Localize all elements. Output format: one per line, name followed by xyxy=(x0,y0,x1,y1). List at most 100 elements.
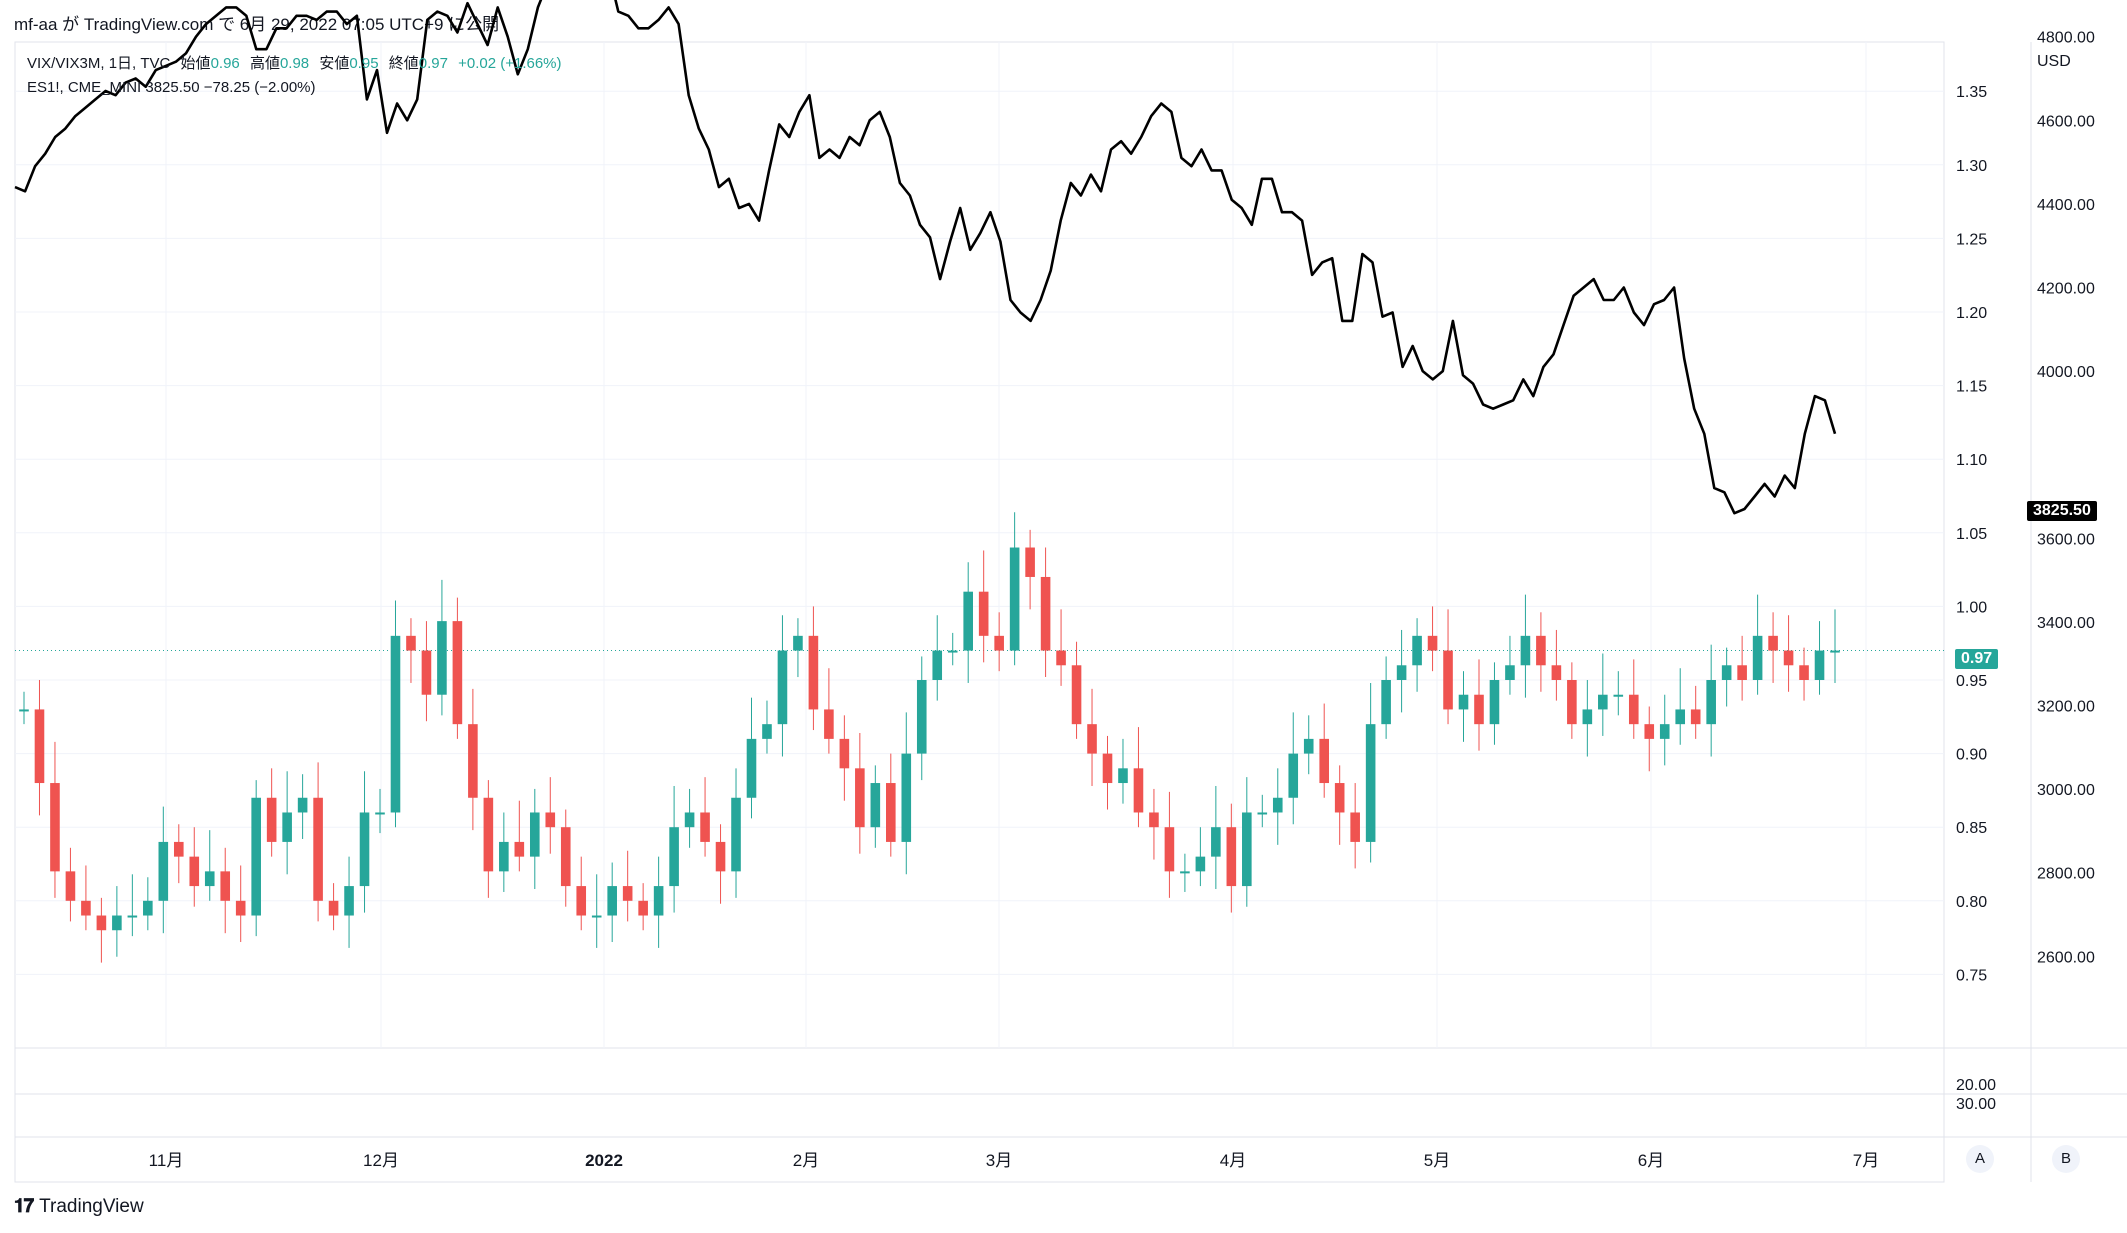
usd-tick-label: 2800.00 xyxy=(2037,866,2095,883)
candle-body xyxy=(297,797,308,813)
usd-tick-label: 3000.00 xyxy=(2037,782,2095,799)
candle-body xyxy=(19,709,29,712)
ratio-tick-label: 1.00 xyxy=(1956,599,1987,616)
legend-high-value: 0.98 xyxy=(279,55,310,72)
candle-body xyxy=(1102,753,1113,784)
candle-body xyxy=(1814,650,1825,680)
candle-body xyxy=(1567,680,1577,725)
legend-overlay: ES1!, CME_MINI 3825.50 −78.25 (−2.00%) xyxy=(27,79,316,96)
ratio-tick-label: 1.15 xyxy=(1956,379,1987,396)
candle-body xyxy=(1149,812,1159,828)
candle-body xyxy=(375,812,385,815)
candle-body xyxy=(545,812,556,828)
candle-body xyxy=(824,709,834,739)
candle-body xyxy=(901,753,912,842)
candle-body xyxy=(746,738,757,798)
candle-body xyxy=(1505,665,1515,680)
candle-body xyxy=(235,900,246,916)
candle-body xyxy=(576,886,587,916)
candle-body xyxy=(529,812,540,857)
candle-body xyxy=(127,915,138,918)
candle-body xyxy=(1536,635,1546,666)
ratio-tick-label: 1.05 xyxy=(1956,526,1987,543)
auto-scale-button[interactable]: A xyxy=(1966,1145,1994,1173)
usd-tick-label: 3600.00 xyxy=(2037,531,2095,548)
ratio-tick-label: 0.75 xyxy=(1956,967,1987,984)
candle-body xyxy=(1118,768,1128,784)
legend-main: VIX/VIX3M, 1日, TVC 始値0.96 高値0.98 安値0.95 … xyxy=(27,52,562,73)
candle-body xyxy=(638,900,648,916)
candle-body xyxy=(468,724,478,798)
time-tick-label: 4月 xyxy=(1220,1151,1246,1170)
candle-body xyxy=(499,841,509,872)
candle-body xyxy=(1303,738,1314,754)
candle-body xyxy=(158,841,169,901)
candle-body xyxy=(1427,635,1438,651)
candle-body xyxy=(607,886,617,916)
candle-body xyxy=(173,841,184,857)
candle-body xyxy=(839,738,850,769)
candle-body xyxy=(700,812,710,842)
ratio-tick-label: 1.20 xyxy=(1956,305,1987,322)
candle-body xyxy=(1365,724,1376,842)
usd-tick-label: 4000.00 xyxy=(2037,364,2095,381)
candle-body xyxy=(978,591,989,636)
candle-body xyxy=(1040,576,1051,651)
usd-tick-label: 4600.00 xyxy=(2037,113,2095,130)
tradingview-logo-icon: 𝟏𝟕 xyxy=(14,1196,34,1217)
candle-body xyxy=(1211,827,1221,857)
candle-body xyxy=(591,915,602,918)
candle-body xyxy=(1056,650,1066,666)
candle-body xyxy=(1520,635,1531,666)
usd-tick-label: 4400.00 xyxy=(2037,197,2095,214)
candle-body xyxy=(1412,635,1422,666)
time-tick-label: 7月 xyxy=(1853,1151,1879,1170)
candle-body xyxy=(1474,694,1484,725)
candle-body xyxy=(1272,797,1283,813)
usd-tick-label: 3400.00 xyxy=(2037,615,2095,632)
candle-body xyxy=(313,797,323,901)
candle-body xyxy=(855,768,865,828)
time-tick-label: 6月 xyxy=(1638,1151,1664,1170)
time-tick-label: 12月 xyxy=(363,1151,399,1170)
lower-pane-tick: 20.00 xyxy=(1956,1077,1996,1094)
legend-close-label: 終値 xyxy=(388,55,419,72)
legend-low-label: 安値 xyxy=(319,55,350,72)
time-tick-label: 2022 xyxy=(585,1151,623,1170)
usd-tick-label: 3200.00 xyxy=(2037,698,2095,715)
candle-body xyxy=(731,797,741,872)
candle-body xyxy=(947,650,958,653)
ratio-tick-label: 1.35 xyxy=(1956,84,1987,101)
candle-body xyxy=(406,635,416,651)
candle-body xyxy=(684,812,695,828)
candle-body xyxy=(1613,694,1624,697)
candle-body xyxy=(886,783,896,842)
candle-body xyxy=(1706,680,1716,725)
candle-body xyxy=(1690,709,1701,725)
candle-body xyxy=(50,783,60,872)
candle-body xyxy=(1799,665,1809,680)
candle-body xyxy=(1071,665,1082,725)
candle-body xyxy=(916,680,927,754)
ratio-tick-label: 0.90 xyxy=(1956,747,1987,764)
legend-change: +0.02 (+1.66%) xyxy=(458,55,562,72)
candle-body xyxy=(1458,694,1469,710)
candle-body xyxy=(359,812,370,887)
candle-body xyxy=(1752,635,1763,680)
candle-layer xyxy=(19,512,1840,963)
lower-pane-tick: 30.00 xyxy=(1956,1096,1996,1113)
legend-open-label: 始値 xyxy=(180,55,211,72)
tradingview-logo[interactable]: 𝟏𝟕 TradingView xyxy=(14,1196,144,1218)
candle-body xyxy=(653,886,664,916)
candle-body xyxy=(81,900,91,916)
candle-body xyxy=(1257,812,1268,815)
candle-body xyxy=(777,650,788,725)
candle-body xyxy=(1768,635,1778,651)
candle-body xyxy=(514,841,525,857)
candle-body xyxy=(1288,753,1299,798)
candle-body xyxy=(762,724,772,739)
candle-body xyxy=(1381,680,1391,725)
scale-b-button[interactable]: B xyxy=(2052,1145,2080,1173)
candle-body xyxy=(963,591,973,651)
